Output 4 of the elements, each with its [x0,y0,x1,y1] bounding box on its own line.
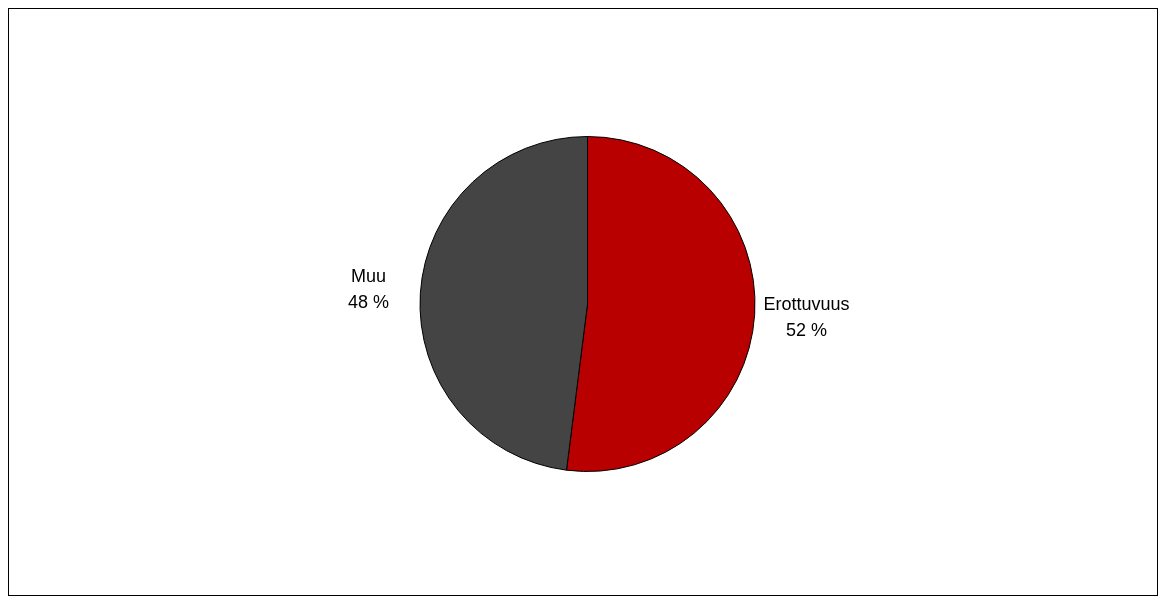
slice-label: Erottuvuus [763,293,850,314]
slice-label: Muu [350,266,386,287]
data-label: 52 % [786,319,828,340]
data-label: 48 % [347,292,389,313]
